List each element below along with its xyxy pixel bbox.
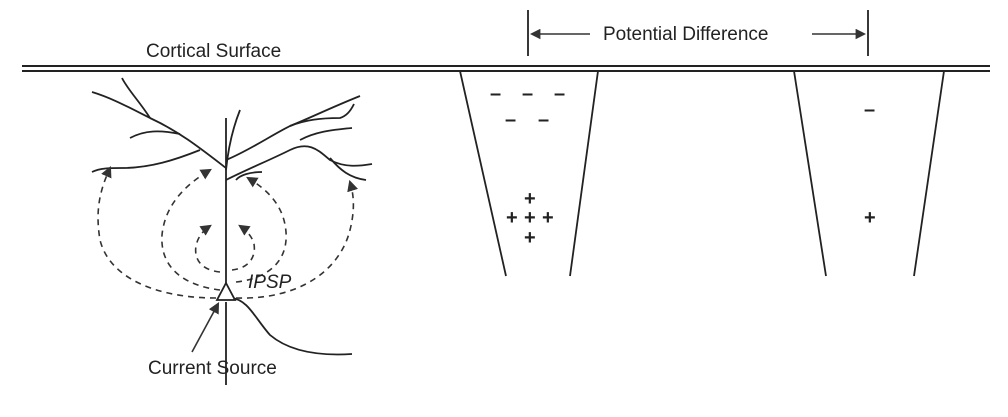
soma-current-source <box>215 281 237 301</box>
dendrite-branch-right <box>225 95 361 161</box>
electrode-left-side-left <box>459 70 507 277</box>
electrode-left-plus-2: + <box>506 207 518 229</box>
electrode-left-minus-4: – <box>505 109 516 131</box>
electrode-left-minus-5: – <box>538 109 549 131</box>
electrode-left-plus-5: + <box>524 227 536 249</box>
dendrite-branch-left <box>91 91 227 169</box>
current-loop-middle-left <box>161 168 221 291</box>
electrode-left: – – – – – + + + + + <box>459 70 599 277</box>
electrode-left-plus-3: + <box>524 207 536 229</box>
pyramidal-neuron <box>91 77 373 385</box>
potential-difference-label: Potential Difference <box>603 24 768 45</box>
electrode-right-side-left <box>793 70 827 277</box>
current-source-pointer <box>191 302 220 353</box>
electrode-left-side-right <box>569 70 599 277</box>
dendrite-twig-right-4 <box>329 157 367 181</box>
dendrite-twig-left-2 <box>91 149 201 173</box>
dendrite-twig-right-1 <box>289 103 355 127</box>
electrode-right: – + <box>793 70 945 277</box>
electrode-left-plus-4: + <box>542 207 554 229</box>
dendrite-twig-right-5 <box>235 171 263 181</box>
dendrite-twig-left-1 <box>121 77 151 119</box>
dendrite-twig-top <box>225 109 241 171</box>
current-loop-inner-right <box>231 224 256 271</box>
axon-collateral <box>231 297 353 356</box>
electrode-right-side-right <box>913 70 945 277</box>
ipsp-label: IPSP <box>248 272 292 293</box>
current-loop-outer-left <box>97 165 217 299</box>
dendrite-twig-right-3 <box>299 127 353 141</box>
current-loop-inner-left <box>194 224 221 273</box>
dendrite-twig-left-3 <box>129 130 181 139</box>
electrode-right-minus: – <box>864 99 875 121</box>
electrode-left-minus-3: – <box>554 83 565 105</box>
current-flow-lines <box>97 165 358 299</box>
electrode-left-plus-1: + <box>524 188 536 210</box>
cortical-surface-label: Cortical Surface <box>146 41 281 62</box>
current-source-label: Current Source <box>148 358 277 379</box>
dendrite-twig-right-2 <box>225 145 373 181</box>
current-loop-middle-right <box>235 176 287 283</box>
electrode-right-plus: + <box>864 207 876 229</box>
electrode-left-minus-2: – <box>522 83 533 105</box>
electrode-left-minus-1: – <box>490 83 501 105</box>
